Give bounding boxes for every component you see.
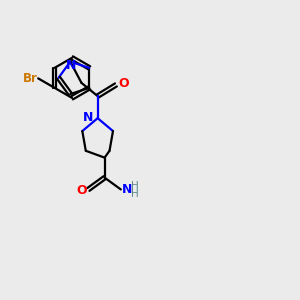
Text: N: N	[83, 111, 94, 124]
Text: O: O	[118, 77, 129, 90]
Text: Br: Br	[23, 72, 38, 85]
Text: O: O	[76, 184, 87, 197]
Text: N: N	[66, 59, 76, 72]
Text: N: N	[122, 183, 132, 196]
Text: H: H	[131, 182, 139, 191]
Text: H: H	[131, 189, 139, 199]
